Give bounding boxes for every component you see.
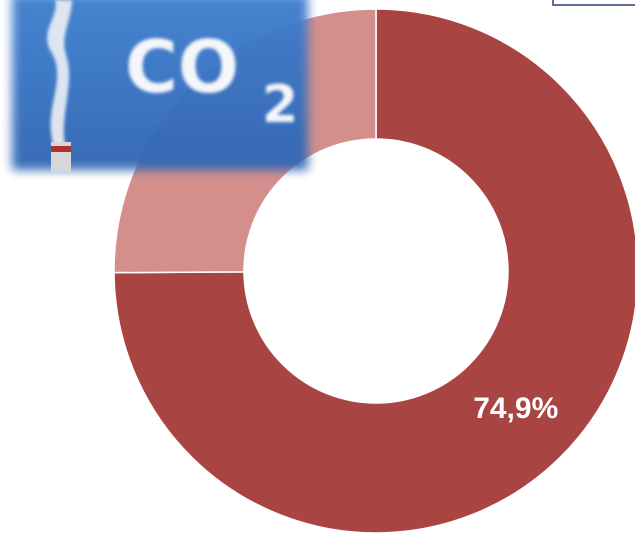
image-subscript: 2	[262, 75, 298, 135]
photo: CO 2	[12, 0, 308, 172]
chimney-band	[51, 146, 71, 152]
frame	[552, 0, 635, 6]
smoke	[47, 0, 72, 150]
image-text: CO	[125, 25, 239, 109]
data-label: 74,9%	[473, 392, 558, 425]
donut-segment	[113, 8, 635, 533]
